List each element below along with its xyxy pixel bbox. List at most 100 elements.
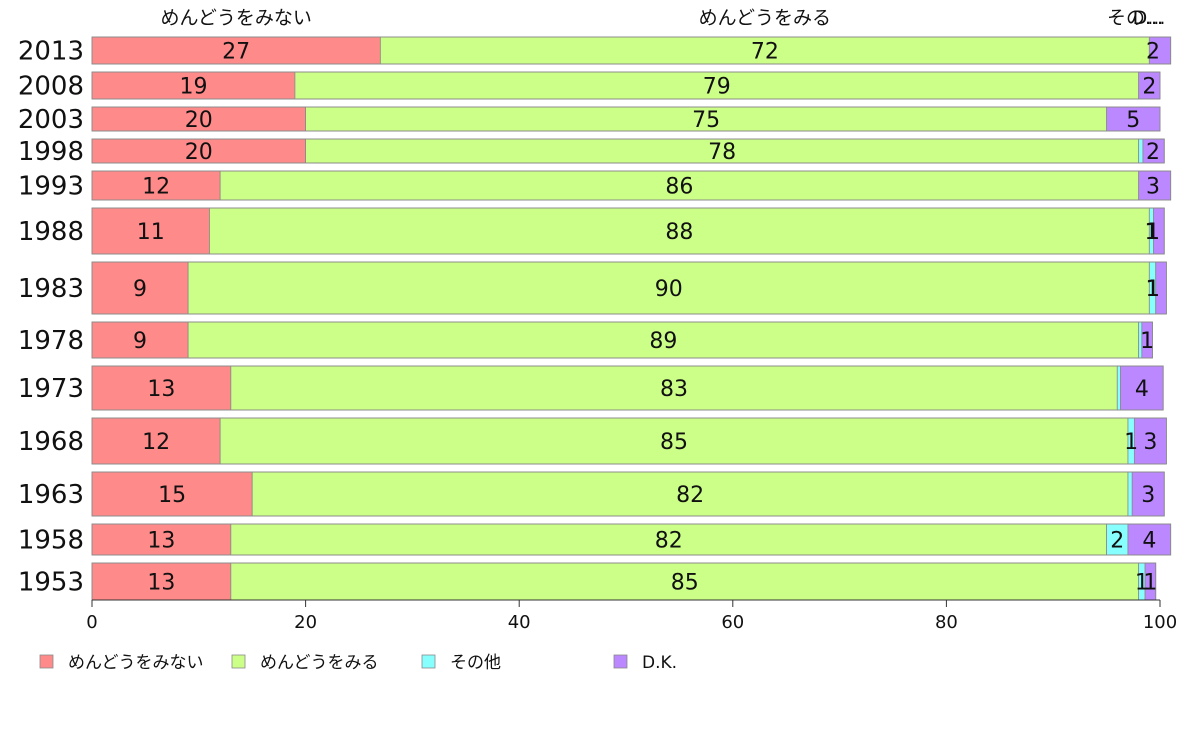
data-label: 2 (1146, 140, 1160, 165)
bar-segment (1120, 365, 1164, 411)
year-label: 1983 (18, 274, 84, 304)
year-label: 1988 (18, 217, 84, 247)
data-label: 1 (1146, 277, 1160, 302)
data-label: 20 (185, 140, 213, 165)
data-label: 1 (1140, 329, 1154, 354)
bar-outline (91, 106, 1161, 132)
bar-segment (91, 106, 307, 132)
bar-segment (91, 170, 221, 201)
data-label: 1 (1144, 220, 1158, 245)
bar-segment (187, 261, 1150, 315)
bar-outline (91, 170, 1172, 201)
legend: めんどうをみない めんどうをみる その他 D.K. (39, 653, 677, 673)
value-labels: 27 72 219 79 220 75 520 78 212 86 311 88 119 90 119 89 1… (133, 40, 1160, 596)
x-axis: 0 20 40 60 80 100 (86, 599, 1177, 633)
bar-segment (230, 562, 1140, 601)
data-label: 13 (147, 571, 175, 596)
data-label: 82 (676, 483, 704, 508)
data-label: 85 (660, 430, 688, 455)
data-label: 27 (222, 40, 250, 65)
data-label: 2 (1110, 529, 1124, 554)
bar-segment (1116, 365, 1121, 411)
data-label: 1 (1135, 571, 1149, 596)
data-label: 2 (1146, 40, 1160, 65)
year-label: 2008 (18, 72, 84, 102)
bar-outline (91, 261, 1167, 315)
bar-segment (305, 106, 1108, 132)
data-label: 19 (179, 75, 207, 100)
data-label: 12 (142, 175, 170, 200)
bar-segment (209, 207, 1150, 255)
data-label: 83 (660, 377, 688, 402)
year-label: 1973 (18, 374, 84, 404)
bar-segment (1138, 138, 1144, 164)
column-header: その... (1107, 7, 1163, 29)
data-label: 3 (1141, 483, 1155, 508)
legend-label: D.K. (642, 653, 677, 673)
data-label: 86 (665, 175, 693, 200)
bar-outline (91, 207, 1165, 255)
legend-swatch (613, 654, 628, 669)
data-label: 1 (1146, 277, 1160, 302)
data-label: 85 (671, 571, 699, 596)
legend-swatch (231, 654, 246, 669)
x-tick-label: 0 (86, 612, 97, 633)
data-label: 72 (751, 40, 779, 65)
x-tick-label: 100 (1143, 612, 1177, 633)
data-label: 3 (1146, 175, 1160, 200)
x-tick-label: 60 (721, 612, 744, 633)
bar-outline (91, 365, 1164, 411)
bar-segment (219, 170, 1140, 201)
data-label: 1 (1143, 571, 1157, 596)
bar-segment (91, 207, 210, 255)
column-header: めんどうをみない (160, 7, 311, 29)
data-label: 9 (133, 277, 147, 302)
legend-label: めんどうをみる (260, 653, 379, 673)
bar-segment (1127, 471, 1133, 517)
data-label: 2 (1142, 75, 1156, 100)
year-label: 1958 (18, 526, 84, 556)
bar-outline (91, 138, 1165, 164)
year-label: 1963 (18, 480, 84, 510)
column-header: D... (1133, 7, 1166, 29)
legend-label: めんどうをみない (68, 653, 204, 673)
data-label: 13 (147, 529, 175, 554)
bar-outline (91, 36, 1172, 65)
legend-label: その他 (450, 653, 501, 673)
data-label: 88 (665, 220, 693, 245)
x-tick-label: 40 (508, 612, 531, 633)
bar-outline (91, 471, 1165, 517)
data-label: 4 (1142, 529, 1156, 554)
year-label: 1953 (18, 568, 84, 598)
bar-outline (91, 71, 1161, 100)
data-label: 4 (1135, 377, 1149, 402)
year-label: 1968 (18, 427, 84, 457)
legend-swatch (421, 654, 436, 669)
data-label: 79 (703, 75, 731, 100)
year-label: 1978 (18, 326, 84, 356)
bar-segment (1106, 106, 1161, 132)
bar-segment (230, 365, 1118, 411)
year-label: 1993 (18, 172, 84, 202)
column-header: めんどうをみる (699, 7, 831, 29)
year-label: 1998 (18, 137, 84, 167)
column-headers: めんどうをみない めんどうをみる その...D... (160, 7, 1165, 29)
year-label: 2013 (18, 37, 84, 67)
x-tick-label: 20 (294, 612, 317, 633)
bars (91, 36, 1172, 601)
data-label: 13 (147, 377, 175, 402)
data-label: 15 (158, 483, 186, 508)
data-label: 1 (1146, 220, 1160, 245)
data-label: 1 (1124, 430, 1138, 455)
bar-segment (1138, 170, 1172, 201)
data-label: 78 (708, 140, 736, 165)
legend-swatch (39, 654, 54, 669)
year-label: 2003 (18, 105, 84, 135)
data-label: 20 (185, 108, 213, 133)
bar-outline (91, 523, 1172, 556)
data-label: 82 (655, 529, 683, 554)
bar-outline (91, 321, 1153, 359)
